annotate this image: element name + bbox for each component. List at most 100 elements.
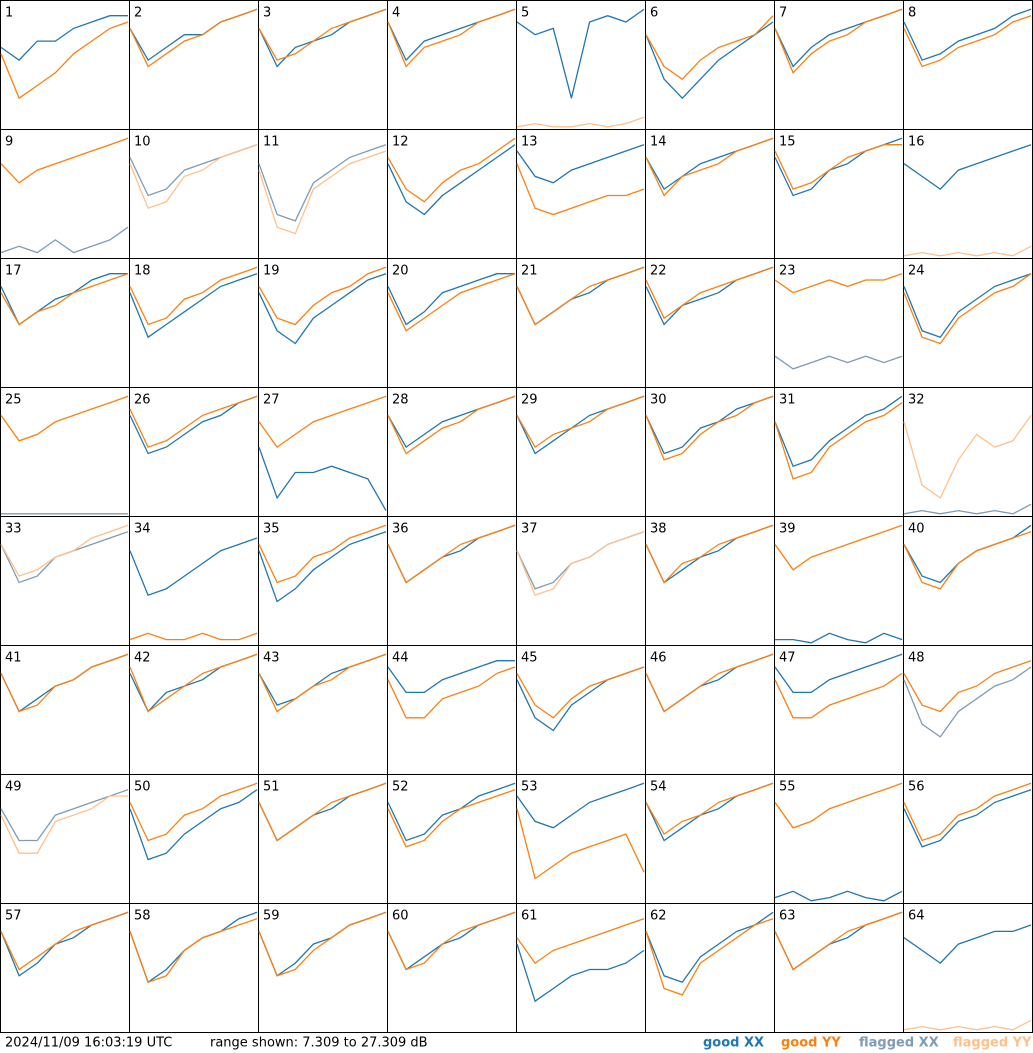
panel-label: 29 xyxy=(521,393,538,408)
trace-xx xyxy=(516,666,645,732)
panel-frame xyxy=(129,0,259,130)
trace-yy xyxy=(258,524,387,584)
panel-label: 14 xyxy=(650,135,667,150)
panel-label: 31 xyxy=(779,393,796,408)
panel-label: 25 xyxy=(5,393,22,408)
panel-label: 9 xyxy=(5,135,13,150)
panel-frame xyxy=(645,0,775,130)
panel-label: 54 xyxy=(650,780,667,795)
trace-yy xyxy=(0,911,129,971)
trace-xx xyxy=(774,355,903,370)
trace-yy xyxy=(774,672,903,719)
panel-label: 15 xyxy=(779,135,796,150)
trace-xx xyxy=(258,531,387,603)
trace-yy xyxy=(516,531,645,597)
panel-label: 37 xyxy=(521,522,538,537)
trace-yy xyxy=(903,245,1032,257)
panel-label: 49 xyxy=(5,780,22,795)
panel-label: 39 xyxy=(779,522,796,537)
panel-label: 5 xyxy=(521,6,529,21)
panel-label: 62 xyxy=(650,909,667,924)
trace-yy xyxy=(387,524,516,584)
trace-yy xyxy=(258,911,387,977)
trace-xx xyxy=(387,660,515,694)
trace-yy xyxy=(516,808,645,880)
trace-yy xyxy=(903,415,1032,499)
timestamp: 2024/11/09 16:03:19 UTC xyxy=(5,1036,172,1051)
trace-xx xyxy=(387,782,516,842)
panel-label: 64 xyxy=(908,909,925,924)
trace-yy xyxy=(258,395,387,449)
trace-yy xyxy=(774,524,903,571)
trace-xx xyxy=(387,8,516,62)
panel-label: 43 xyxy=(263,651,280,666)
trace-xx xyxy=(903,666,1032,738)
trace-yy xyxy=(387,273,516,332)
trace-yy xyxy=(516,163,645,216)
panel-label: 1 xyxy=(5,6,13,21)
panel-label: 55 xyxy=(779,780,796,795)
trace-yy xyxy=(0,395,129,442)
panel-label: 38 xyxy=(650,522,667,537)
trace-yy xyxy=(516,918,645,965)
trace-yy xyxy=(903,531,1032,590)
panel-label: 48 xyxy=(908,651,925,666)
trace-xx xyxy=(129,8,258,62)
panel-label: 13 xyxy=(521,135,538,150)
trace-yy xyxy=(516,666,645,719)
trace-xx xyxy=(0,226,129,254)
panel-label: 26 xyxy=(134,393,151,408)
trace-yy xyxy=(258,782,387,842)
trace-yy xyxy=(516,266,645,326)
trace-xx xyxy=(129,789,258,861)
panel-label: 52 xyxy=(392,780,409,795)
trace-xx xyxy=(516,943,645,1003)
trace-yy xyxy=(129,8,258,68)
trace-yy xyxy=(645,15,774,81)
panel-label: 40 xyxy=(908,522,925,537)
panel-frame xyxy=(0,0,130,130)
panel-label: 42 xyxy=(134,651,151,666)
trace-yy xyxy=(0,795,128,854)
trace-yy xyxy=(903,1019,1032,1031)
panel-label: 61 xyxy=(521,909,538,924)
panel-label: 30 xyxy=(650,393,667,408)
panel-label: 46 xyxy=(650,651,667,666)
panel-label: 35 xyxy=(263,522,280,537)
trace-yy xyxy=(645,524,774,584)
trace-xx xyxy=(903,273,1032,338)
panel-label: 4 xyxy=(392,6,400,21)
trace-yy xyxy=(129,653,258,713)
trace-yy xyxy=(129,144,258,210)
trace-yy xyxy=(645,653,774,713)
panel-label: 27 xyxy=(263,393,280,408)
trace-yy xyxy=(129,782,258,842)
trace-yy xyxy=(774,782,903,829)
trace-yy xyxy=(645,395,774,461)
trace-yy xyxy=(645,782,774,836)
trace-xx xyxy=(258,446,387,511)
legend-entry: flagged YY xyxy=(953,1036,1032,1051)
trace-yy xyxy=(774,273,903,294)
panel-frame xyxy=(516,0,646,130)
panel-label: 57 xyxy=(5,909,22,924)
trace-yy xyxy=(258,653,387,713)
trace-xx xyxy=(645,395,774,455)
trace-xx xyxy=(129,273,258,339)
panel-label: 19 xyxy=(263,264,280,279)
panel-label: 23 xyxy=(779,264,796,279)
trace-yy xyxy=(129,918,258,984)
panel-label: 28 xyxy=(392,393,409,408)
panel-label: 60 xyxy=(392,909,409,924)
panel-label: 10 xyxy=(134,135,151,150)
trace-xx xyxy=(903,8,1032,61)
trace-yy xyxy=(129,395,258,448)
trace-yy xyxy=(0,524,129,577)
trace-xx xyxy=(129,395,258,455)
trace-xx xyxy=(0,15,128,61)
trace-yy xyxy=(129,632,258,641)
panel-label: 16 xyxy=(908,135,925,150)
trace-xx xyxy=(0,531,129,584)
trace-yy xyxy=(387,395,516,455)
